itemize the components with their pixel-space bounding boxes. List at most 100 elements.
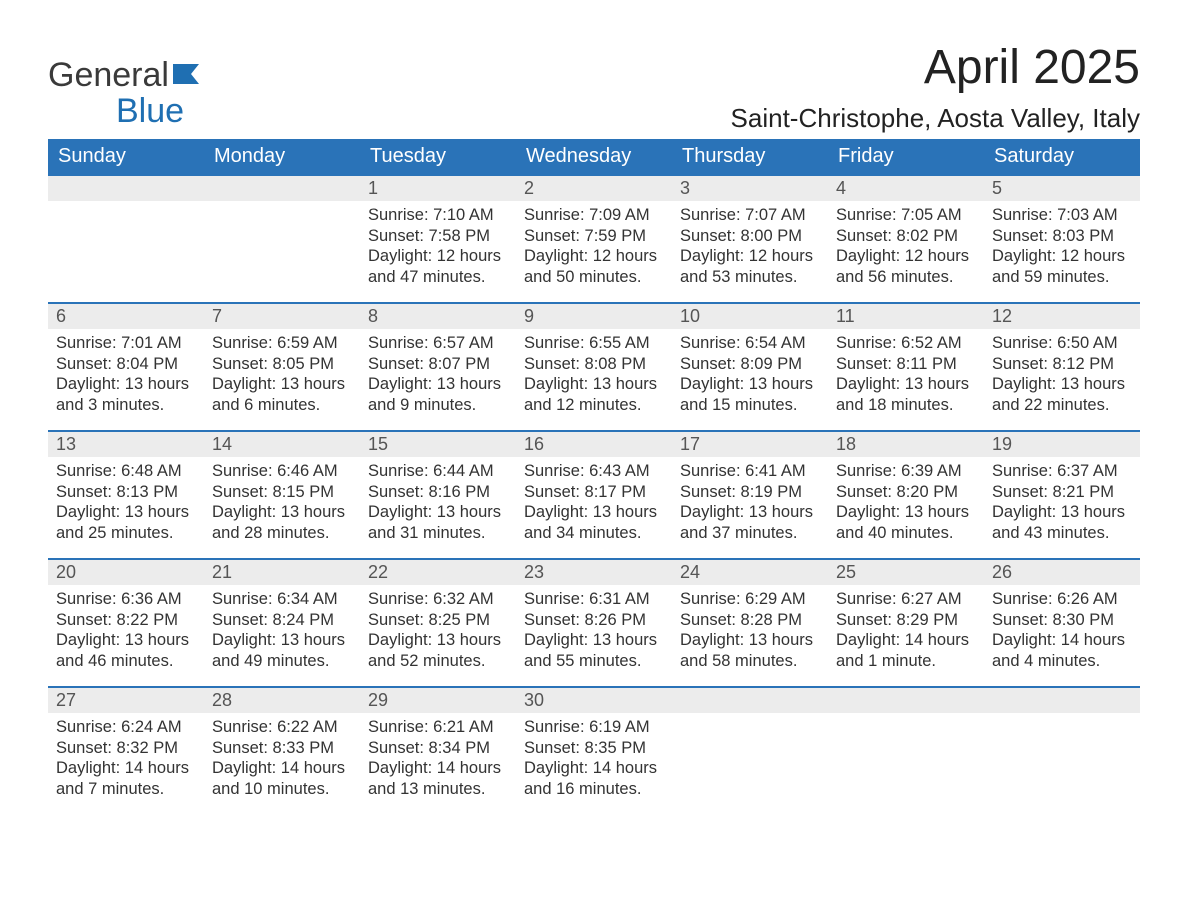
- day-body: Sunrise: 6:39 AMSunset: 8:20 PMDaylight:…: [828, 457, 984, 552]
- calendar-day-cell: 3Sunrise: 7:07 AMSunset: 8:00 PMDaylight…: [672, 175, 828, 303]
- sunset-text: Sunset: 8:07 PM: [368, 354, 508, 375]
- daylight-text: Daylight: 13 hours and 37 minutes.: [680, 502, 820, 543]
- sunrise-text: Sunrise: 6:39 AM: [836, 461, 976, 482]
- calendar-day-cell: 14Sunrise: 6:46 AMSunset: 8:15 PMDayligh…: [204, 431, 360, 559]
- sunrise-text: Sunrise: 6:24 AM: [56, 717, 196, 738]
- day-body: Sunrise: 6:52 AMSunset: 8:11 PMDaylight:…: [828, 329, 984, 424]
- day-number-empty: [828, 688, 984, 713]
- sunset-text: Sunset: 8:17 PM: [524, 482, 664, 503]
- calendar-day-cell: 28Sunrise: 6:22 AMSunset: 8:33 PMDayligh…: [204, 687, 360, 815]
- sunset-text: Sunset: 8:04 PM: [56, 354, 196, 375]
- day-number: 15: [360, 432, 516, 457]
- calendar-day-cell: 4Sunrise: 7:05 AMSunset: 8:02 PMDaylight…: [828, 175, 984, 303]
- calendar-week: 20 Sunrise: 6:36 AMSunset: 8:22 PM Dayligh…: [48, 559, 1140, 687]
- daylight-text: Daylight: 13 hours and 28 minutes.: [212, 502, 352, 543]
- day-number: 3: [672, 176, 828, 201]
- daylight-text: Daylight: 13 hours and 34 minutes.: [524, 502, 664, 543]
- day-number: 24: [672, 560, 828, 585]
- calendar-day-cell: 2Sunrise: 7:09 AMSunset: 7:59 PMDaylight…: [516, 175, 672, 303]
- daylight-text: Daylight: 13 hours and 3 minutes.: [56, 374, 196, 415]
- day-body: Sunrise: 7:09 AMSunset: 7:59 PMDaylight:…: [516, 201, 672, 296]
- daylight-text: Daylight: 12 hours and 47 minutes.: [368, 246, 508, 287]
- sunset-text: Sunset: 8:15 PM: [212, 482, 352, 503]
- day-body: Sunrise: 7:03 AMSunset: 8:03 PMDaylight:…: [984, 201, 1140, 296]
- sunrise-text: Sunrise: 6:29 AM: [680, 589, 820, 610]
- day-number: 1: [360, 176, 516, 201]
- calendar-day-cell: 10Sunrise: 6:54 AMSunset: 8:09 PMDayligh…: [672, 303, 828, 431]
- calendar-day-cell: 1Sunrise: 7:10 AMSunset: 7:58 PMDaylight…: [360, 175, 516, 303]
- daylight-text: Daylight: 14 hours and 4 minutes.: [992, 630, 1132, 671]
- daylight-text: Daylight: 13 hours and 6 minutes.: [212, 374, 352, 415]
- sunrise-text: Sunrise: 7:10 AM: [368, 205, 508, 226]
- day-body: Sunrise: 7:07 AMSunset: 8:00 PMDaylight:…: [672, 201, 828, 296]
- sunset-text: Sunset: 8:32 PM: [56, 738, 196, 759]
- sunrise-text: Sunrise: 6:52 AM: [836, 333, 976, 354]
- day-body: Sunrise: 6:21 AMSunset: 8:34 PMDaylight:…: [360, 713, 516, 808]
- daylight-text: Daylight: 13 hours and 55 minutes.: [524, 630, 664, 671]
- sunset-text: Sunset: 8:28 PM: [680, 610, 820, 631]
- calendar-day-cell: 9Sunrise: 6:55 AMSunset: 8:08 PMDaylight…: [516, 303, 672, 431]
- calendar-day-cell: 13Sunrise: 6:48 AMSunset: 8:13 PMDayligh…: [48, 431, 204, 559]
- sunrise-text: Sunrise: 6:27 AM: [836, 589, 976, 610]
- sunrise-text: Sunrise: 7:07 AM: [680, 205, 820, 226]
- calendar-day-cell: 22Sunrise: 6:32 AMSunset: 8:25 PMDayligh…: [360, 559, 516, 687]
- weekday-header: Tuesday: [360, 139, 516, 175]
- calendar-day-cell: 16Sunrise: 6:43 AMSunset: 8:17 PMDayligh…: [516, 431, 672, 559]
- sunset-text: Sunset: 8:33 PM: [212, 738, 352, 759]
- sunset-text: Sunset: 8:12 PM: [992, 354, 1132, 375]
- sunset-text: Sunset: 8:08 PM: [524, 354, 664, 375]
- daylight-text: Daylight: 14 hours and 10 minutes.: [212, 758, 352, 799]
- calendar-day-cell: [204, 175, 360, 303]
- calendar-day-cell: 11Sunrise: 6:52 AMSunset: 8:11 PMDayligh…: [828, 303, 984, 431]
- day-number-empty: [672, 688, 828, 713]
- daylight-text: Daylight: 13 hours and 52 minutes.: [368, 630, 508, 671]
- calendar-week: 1Sunrise: 7:10 AMSunset: 7:58 PMDaylight…: [48, 175, 1140, 303]
- sunset-text: Sunset: 8:05 PM: [212, 354, 352, 375]
- day-number: 5: [984, 176, 1140, 201]
- day-body: Sunrise: 6:59 AMSunset: 8:05 PMDaylight:…: [204, 329, 360, 424]
- calendar-day-cell: 17Sunrise: 6:41 AMSunset: 8:19 PMDayligh…: [672, 431, 828, 559]
- day-body: Sunrise: 6:57 AMSunset: 8:07 PMDaylight:…: [360, 329, 516, 424]
- day-number: 22: [360, 560, 516, 585]
- sunset-text: Sunset: 8:35 PM: [524, 738, 664, 759]
- day-body: Sunrise: 6:41 AMSunset: 8:19 PMDaylight:…: [672, 457, 828, 552]
- logo: General: [48, 56, 207, 95]
- daylight-text: Daylight: 13 hours and 9 minutes.: [368, 374, 508, 415]
- day-number: 4: [828, 176, 984, 201]
- calendar-day-cell: 26Sunrise: 6:26 AMSunset: 8:30 PMDayligh…: [984, 559, 1140, 687]
- day-body: Sunrise: 6:44 AMSunset: 8:16 PMDaylight:…: [360, 457, 516, 552]
- day-body: Sunrise: 6:50 AMSunset: 8:12 PMDaylight:…: [984, 329, 1140, 424]
- day-number: 19: [984, 432, 1140, 457]
- sunrise-text: Sunrise: 7:05 AM: [836, 205, 976, 226]
- sunrise-text: Sunrise: 6:22 AM: [212, 717, 352, 738]
- day-number: 20: [48, 560, 204, 585]
- day-body: Sunrise: 6:27 AMSunset: 8:29 PMDaylight:…: [828, 585, 984, 680]
- sunrise-text: Sunrise: 7:03 AM: [992, 205, 1132, 226]
- sunrise-text: Sunrise: 6:32 AM: [368, 589, 508, 610]
- daylight-text: Daylight: 13 hours and 25 minutes.: [56, 502, 196, 543]
- sunset-text: Sunset: 8:13 PM: [56, 482, 196, 503]
- calendar-day-cell: 12Sunrise: 6:50 AMSunset: 8:12 PMDayligh…: [984, 303, 1140, 431]
- day-number-empty: [984, 688, 1140, 713]
- sunrise-text: Sunrise: 6:57 AM: [368, 333, 508, 354]
- month-title: April 2025: [731, 40, 1140, 95]
- calendar-day-cell: 15Sunrise: 6:44 AMSunset: 8:16 PMDayligh…: [360, 431, 516, 559]
- sunrise-text: Sunrise: 6:19 AM: [524, 717, 664, 738]
- daylight-text: Daylight: 13 hours and 12 minutes.: [524, 374, 664, 415]
- day-number-empty: [48, 176, 204, 201]
- sunrise-text: Sunrise: 6:50 AM: [992, 333, 1132, 354]
- calendar-day-cell: 6Sunrise: 7:01 AMSunset: 8:04 PMDaylight…: [48, 303, 204, 431]
- day-number: 2: [516, 176, 672, 201]
- daylight-text: Daylight: 13 hours and 15 minutes.: [680, 374, 820, 415]
- location: Saint-Christophe, Aosta Valley, Italy: [731, 103, 1140, 134]
- sunset-text: Sunset: 8:22 PM: [56, 610, 196, 631]
- day-number: 7: [204, 304, 360, 329]
- day-body: Sunrise: 6:19 AMSunset: 8:35 PMDaylight:…: [516, 713, 672, 808]
- day-body: Sunrise: 6:34 AMSunset: 8:24 PMDaylight:…: [204, 585, 360, 680]
- calendar-day-cell: 5Sunrise: 7:03 AMSunset: 8:03 PMDaylight…: [984, 175, 1140, 303]
- calendar-body: 1Sunrise: 7:10 AMSunset: 7:58 PMDaylight…: [48, 175, 1140, 815]
- logo-word2: Blue: [116, 92, 184, 130]
- sunrise-text: Sunrise: 6:36 AM: [56, 589, 196, 610]
- sunrise-text: Sunrise: 6:31 AM: [524, 589, 664, 610]
- sunrise-text: Sunrise: 6:46 AM: [212, 461, 352, 482]
